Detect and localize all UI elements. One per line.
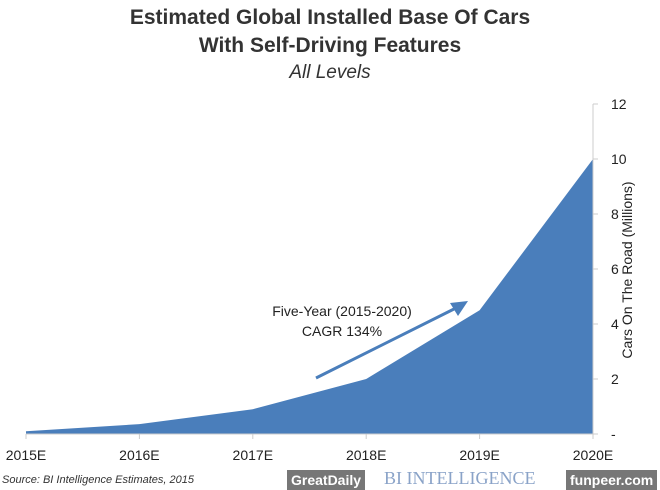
watermark-greatdaily: GreatDaily (287, 470, 366, 490)
y-tick-label: 4 (611, 316, 619, 332)
area-series (26, 159, 593, 434)
annotation-line1: Five-Year (2015-2020) (272, 303, 412, 319)
y-tick-label: 8 (611, 206, 619, 222)
x-tick-label: 2018E (346, 447, 386, 463)
arrow-head-icon (450, 301, 468, 316)
x-tick-label: 2017E (233, 447, 273, 463)
x-tick-label: 2016E (119, 447, 159, 463)
y-axis-label: Cars On The Road (Millions) (619, 181, 635, 358)
annotation-line2: CAGR 134% (302, 323, 382, 339)
annotation-arrow (315, 304, 461, 380)
y-tick-label: 12 (611, 96, 627, 112)
bi-intelligence-logo: BI INTELLIGENCE (384, 468, 536, 488)
source-note: Source: BI Intelligence Estimates, 2015 (2, 474, 194, 486)
y-tick-label: 10 (611, 151, 627, 167)
watermark-funpeer: funpeer.com (566, 470, 658, 490)
chart-subtitle: All Levels (289, 62, 371, 83)
y-tick-label: 6 (611, 261, 619, 277)
y-tick-label: 2 (611, 371, 619, 387)
x-tick-label: 2015E (6, 447, 46, 463)
x-tick-label: 2019E (459, 447, 499, 463)
y-tick-label: - (611, 426, 616, 442)
chart-title-line2: With Self-Driving Features (198, 34, 462, 57)
chart-title: Estimated Global Installed Base Of Cars (129, 6, 531, 29)
x-tick-label: 2020E (573, 447, 613, 463)
